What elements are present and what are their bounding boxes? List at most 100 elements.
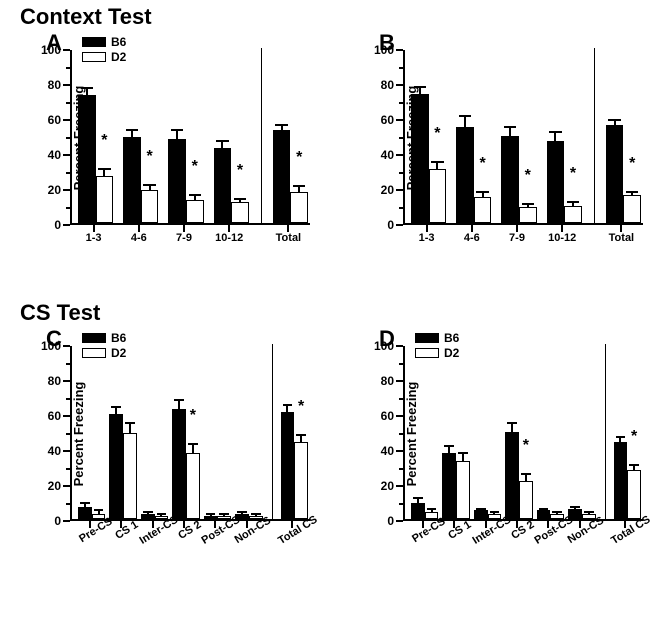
ytick-label: 80	[381, 78, 403, 92]
legend-swatch-b6	[82, 37, 106, 47]
xtick-label: Total	[276, 225, 301, 244]
legend-label-b6: B6	[111, 331, 126, 345]
errorcap-b6	[459, 115, 471, 117]
xtick-label: 4-6	[464, 225, 480, 244]
ytick-label: 60	[381, 409, 403, 423]
xtick-label: 1-3	[86, 225, 102, 244]
bar-b6	[281, 412, 295, 519]
bar-d2	[231, 202, 249, 223]
errorcap-d2	[234, 198, 246, 200]
ytick-label: 40	[381, 444, 403, 458]
ytick-minor	[399, 503, 403, 505]
errorbar-b6	[464, 116, 466, 127]
panel-a: A ***** Percent Freezing 0204060801001-3…	[12, 30, 322, 280]
legend-row-b6: B6	[82, 34, 126, 49]
errorcap-b6	[80, 502, 90, 504]
ytick-minor	[66, 503, 70, 505]
bar-b6	[172, 409, 186, 519]
legend-swatch-d2	[82, 348, 106, 358]
bar-d2	[474, 197, 492, 223]
bar-b6	[123, 137, 141, 223]
errorbar-d2	[192, 444, 194, 453]
panel-d-yaxis-title: Percent Freezing	[404, 381, 419, 486]
legend-row-d2: D2	[415, 345, 459, 360]
errorcap-d2	[629, 464, 639, 466]
errorbar-b6	[131, 130, 133, 137]
legend-swatch-d2	[82, 52, 106, 62]
xtick-label: 10-12	[215, 225, 243, 244]
errorbar-b6	[554, 132, 556, 141]
significance-star: *	[296, 149, 302, 167]
panel-a-plot: ***** Percent Freezing 0204060801001-34-…	[70, 50, 310, 225]
errorcap-b6	[237, 511, 247, 513]
errorcap-d2	[98, 168, 110, 170]
errorcap-d2	[567, 201, 579, 203]
separator-line	[605, 344, 607, 519]
legend-label-d2: D2	[444, 346, 459, 360]
significance-star: *	[237, 162, 243, 180]
significance-star: *	[190, 407, 196, 425]
errorbar-d2	[300, 435, 302, 442]
bar-d2	[141, 190, 159, 223]
errorcap-d2	[626, 191, 638, 193]
ytick-label: 100	[41, 43, 70, 57]
bar-d2	[519, 481, 533, 520]
bar-b6	[474, 510, 488, 519]
panel-a-yaxis-title: Percent Freezing	[71, 85, 86, 190]
bar-b6	[442, 453, 456, 520]
bar-d2	[623, 195, 641, 223]
legend-row-b6: B6	[82, 330, 126, 345]
bar-d2	[186, 200, 204, 223]
errorbar-d2	[129, 423, 131, 434]
significance-star: *	[192, 158, 198, 176]
ytick-label: 0	[54, 218, 70, 232]
ytick-minor	[66, 207, 70, 209]
significance-star: *	[298, 398, 304, 416]
bar-b6	[204, 516, 218, 520]
bar-d2	[519, 207, 537, 223]
ytick-minor	[399, 398, 403, 400]
panel-a-plot-area: *****	[70, 50, 310, 225]
legend-label-d2: D2	[111, 50, 126, 64]
ytick-minor	[399, 433, 403, 435]
errorbar-b6	[509, 127, 511, 136]
legend-swatch-b6	[415, 333, 439, 343]
ytick-minor	[66, 137, 70, 139]
ytick-minor	[66, 102, 70, 104]
ytick-label: 60	[381, 113, 403, 127]
errorcap-d2	[125, 422, 135, 424]
bar-b6	[141, 514, 155, 519]
ytick-label: 100	[374, 43, 403, 57]
panel-c: C ** Percent Freezing 020406080100Pre-CS…	[12, 326, 322, 576]
context-test-title: Context Test	[20, 4, 152, 30]
bar-b6	[614, 442, 628, 519]
xtick-label: 1-3	[419, 225, 435, 244]
errorcap-d2	[431, 161, 443, 163]
errorcap-b6	[504, 126, 516, 128]
bar-d2	[96, 176, 114, 223]
errorcap-b6	[539, 508, 549, 510]
bar-b6	[501, 136, 519, 224]
xtick-label: 7-9	[509, 225, 525, 244]
panel-d-plot: ** Percent Freezing 020406080100Pre-CSCS…	[403, 346, 643, 521]
errorbar-d2	[525, 474, 527, 481]
errorcap-d2	[188, 443, 198, 445]
errorcap-d2	[143, 184, 155, 186]
significance-star: *	[631, 428, 637, 446]
errorcap-d2	[427, 508, 437, 510]
errorcap-b6	[549, 131, 561, 133]
errorcap-b6	[413, 497, 423, 499]
bar-d2	[290, 192, 308, 224]
bar-d2	[186, 453, 200, 520]
ytick-minor	[66, 433, 70, 435]
bar-b6	[411, 503, 425, 519]
errorbar-b6	[176, 130, 178, 139]
cs-test-title: CS Test	[20, 300, 100, 326]
panel-c-yaxis-title: Percent Freezing	[71, 381, 86, 486]
bar-d2	[456, 461, 470, 519]
bar-d2	[429, 169, 447, 223]
separator-line	[261, 48, 263, 223]
errorcap-d2	[296, 434, 306, 436]
separator-line	[272, 344, 274, 519]
errorcap-d2	[293, 185, 305, 187]
